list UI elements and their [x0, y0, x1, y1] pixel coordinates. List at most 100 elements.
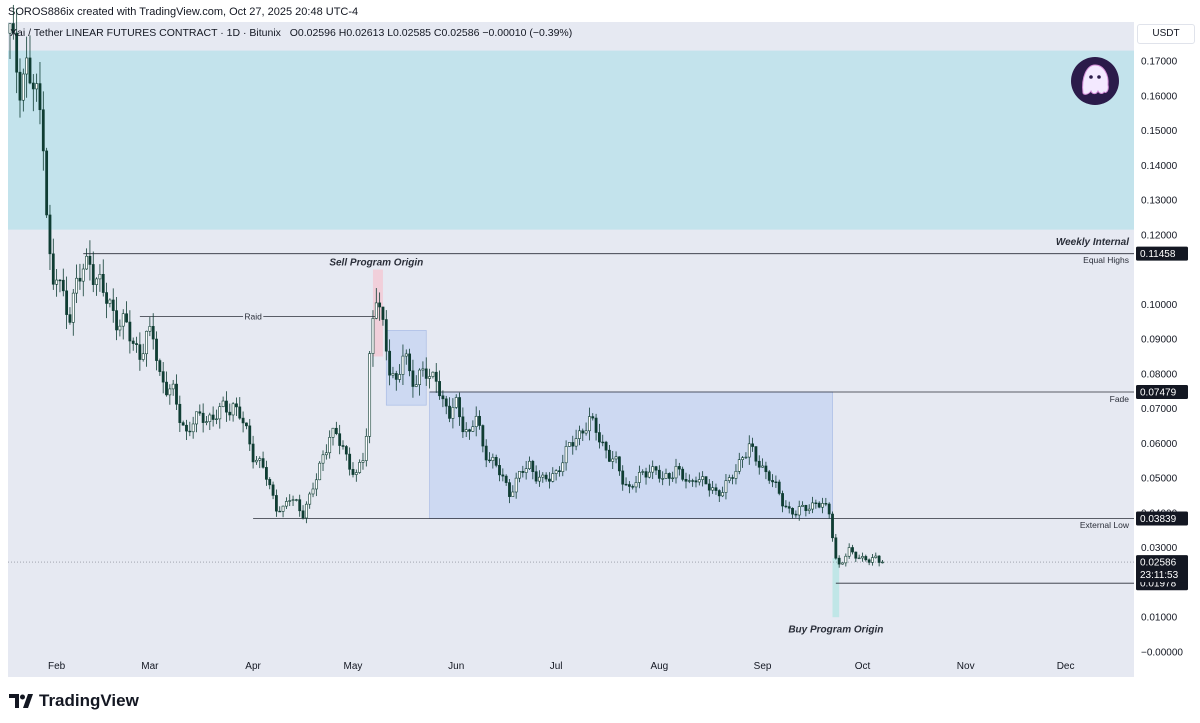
candle-body [464, 429, 468, 433]
candle-body [378, 302, 382, 308]
candle-body [231, 403, 235, 416]
candle-body [105, 292, 108, 304]
y-tick-label: 0.13000 [1141, 196, 1178, 207]
candle-body [784, 505, 788, 508]
candle-body [171, 383, 175, 390]
y-tick-label: 0.16000 [1141, 91, 1178, 102]
candle-body [421, 368, 425, 371]
candle-body [11, 23, 15, 34]
y-tick-label: 0.10000 [1141, 300, 1178, 311]
candle-body [128, 321, 132, 342]
candle-body [564, 446, 568, 464]
candle-body [424, 368, 428, 379]
x-tick-label: Mar [141, 661, 159, 672]
candle-body [711, 487, 715, 491]
candle-body [205, 421, 208, 423]
candle-body [251, 443, 255, 463]
candle-body [481, 425, 485, 447]
candle-body [494, 457, 498, 466]
top-bar: SOROS886ix created with TradingView.com,… [0, 0, 1200, 22]
candle-body [148, 326, 152, 332]
candle-body [58, 279, 62, 282]
x-tick-label: Oct [855, 661, 871, 672]
candle-body [31, 82, 35, 90]
candle-body [488, 459, 491, 462]
candle-body [351, 468, 355, 475]
candle-body [637, 472, 641, 483]
price-label: 0.03839 [1140, 514, 1177, 525]
candle-body [554, 470, 558, 474]
candle-body [731, 477, 735, 479]
x-tick-label: Aug [650, 661, 668, 672]
candle-body [524, 468, 528, 473]
candle-body [674, 466, 678, 479]
candle-body [607, 449, 611, 462]
candle-body [791, 507, 794, 515]
tradingview-logo-icon [9, 694, 33, 708]
candle-body [504, 475, 508, 483]
tradingview-logo[interactable]: TradingView [9, 691, 139, 711]
candle-body [647, 471, 651, 478]
annotation-weekly-internal: Weekly Internal [1056, 237, 1129, 248]
candle-body [208, 414, 212, 422]
candle-body [301, 510, 305, 519]
candle-body [418, 369, 421, 385]
candle-body [75, 277, 79, 294]
candle-body [118, 325, 122, 331]
candle-body [358, 462, 362, 473]
candle-body [308, 493, 312, 505]
candle-body [261, 458, 265, 468]
candle-body [717, 490, 721, 497]
candle-body [111, 299, 115, 311]
candle-body [158, 360, 162, 372]
candle-body [817, 502, 821, 508]
y-tick-label: 0.06000 [1141, 439, 1178, 450]
candle-body [38, 83, 42, 111]
price-label-box [1136, 246, 1188, 261]
candle-body [175, 383, 178, 405]
x-tick-label: Feb [48, 661, 66, 672]
symbol-title[interactable]: Xai / Tether LINEAR FUTURES CONTRACT · 1… [10, 27, 281, 39]
candle-body [318, 462, 322, 481]
candle-body [874, 555, 878, 558]
candle-body [727, 477, 731, 481]
y-tick-label: 0.14000 [1141, 161, 1178, 172]
candle-body [684, 479, 688, 482]
candle-body [438, 381, 441, 397]
candle-body [394, 373, 398, 380]
candle-body [304, 503, 308, 519]
candle-body [764, 465, 768, 473]
currency-selector[interactable]: USDT [1137, 24, 1195, 44]
candle-body [334, 427, 338, 434]
candle-body [771, 480, 774, 483]
candle-body [71, 292, 75, 323]
current-price-box [1136, 555, 1188, 583]
candle-body [298, 499, 302, 512]
y-tick-label: 0.12000 [1141, 230, 1178, 241]
candle-body [814, 502, 818, 504]
annotation-equal-highs: Equal Highs [1083, 255, 1129, 265]
candle-body [621, 470, 625, 485]
candle-body [101, 273, 105, 293]
candle-body [598, 432, 601, 443]
candle-body [508, 482, 511, 497]
candle-body [474, 415, 478, 427]
candle-body [864, 556, 868, 561]
candle-body [844, 555, 848, 564]
candle-body [624, 483, 628, 486]
ohlc-values: O0.02596 H0.02613 L0.02585 C0.02586 −0.0… [289, 27, 573, 39]
candle-body [288, 500, 292, 502]
candle-body [434, 371, 438, 382]
candle-body [601, 441, 605, 444]
candle-body [641, 471, 645, 473]
candle-body [125, 313, 128, 323]
candle-body [834, 537, 838, 559]
candle-body [588, 416, 591, 432]
candle-body [278, 510, 282, 513]
candle-body [661, 478, 665, 480]
symbol-info-bar: Xai / Tether LINEAR FUTURES CONTRACT · 1… [10, 27, 572, 39]
candle-body [701, 476, 705, 480]
candle-body [428, 376, 431, 379]
candle-body [824, 503, 828, 505]
